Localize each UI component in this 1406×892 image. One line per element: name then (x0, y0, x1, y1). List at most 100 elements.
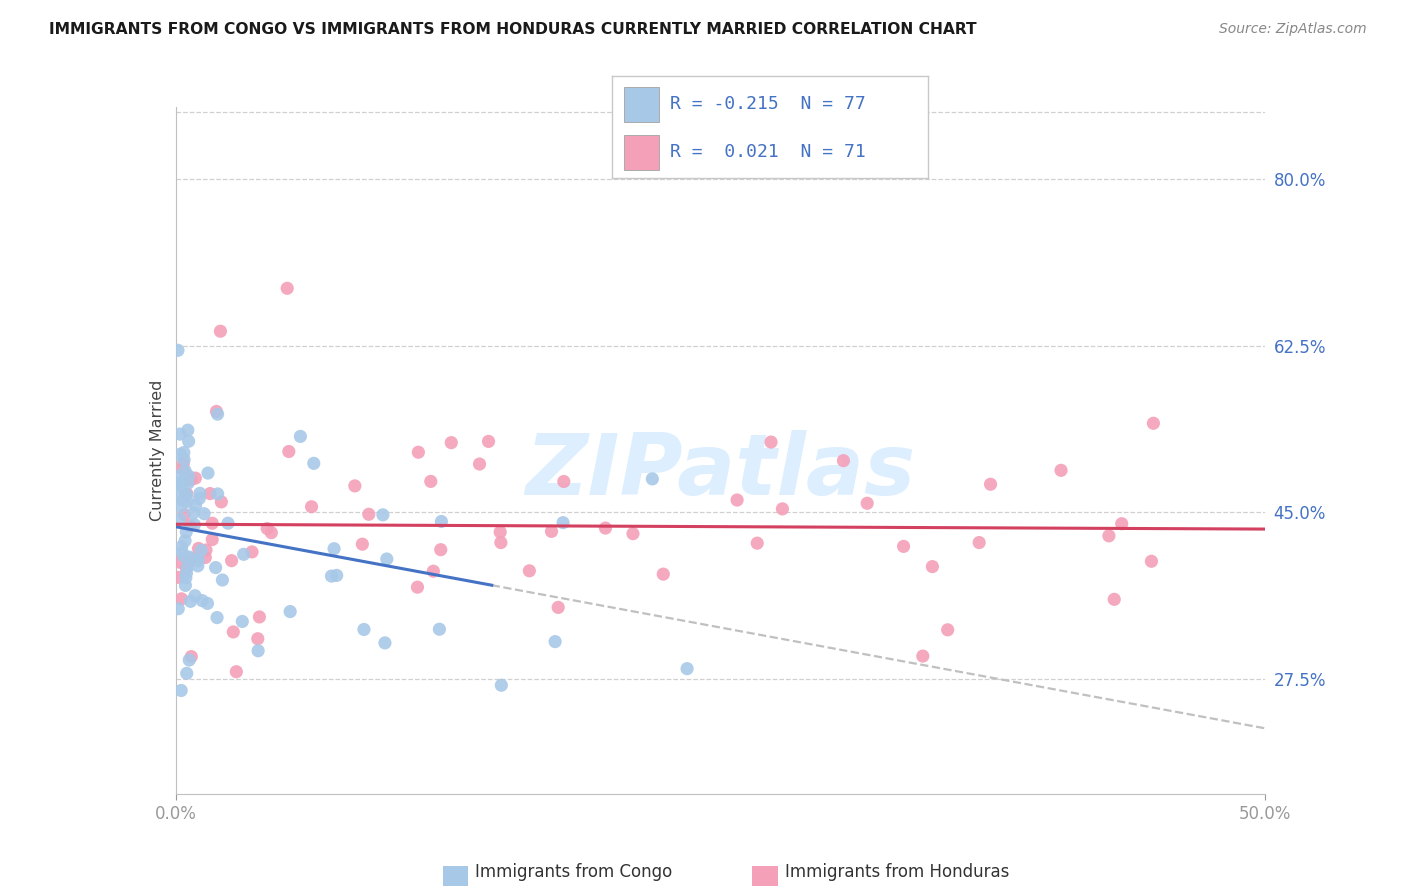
Point (551, 516, 574, 530)
Point (422, 564, 444, 578)
Point (174, 464, 197, 478)
Point (893, 540, 915, 554)
Point (856, 496, 879, 510)
Point (209, 495, 232, 509)
Point (167, 469, 190, 483)
Point (211, 573, 233, 587)
Point (290, 429, 312, 443)
Point (222, 624, 245, 639)
Point (187, 552, 209, 566)
Point (187, 554, 209, 568)
Point (641, 472, 664, 486)
Point (204, 560, 226, 574)
Point (276, 281, 298, 295)
Point (980, 477, 1002, 491)
Point (260, 525, 283, 540)
Text: IMMIGRANTS FROM CONGO VS IMMIGRANTS FROM HONDURAS CURRENTLY MARRIED CORRELATION : IMMIGRANTS FROM CONGO VS IMMIGRANTS FROM… (49, 22, 977, 37)
Point (323, 541, 346, 556)
Point (205, 610, 228, 624)
Point (191, 593, 214, 607)
Point (172, 462, 194, 476)
Point (357, 508, 380, 522)
Point (176, 494, 198, 508)
Point (247, 644, 270, 658)
Point (167, 487, 190, 501)
Point (967, 535, 990, 549)
Point (174, 487, 197, 501)
Point (173, 549, 195, 564)
Point (595, 521, 617, 535)
Point (177, 423, 200, 437)
Point (184, 589, 207, 603)
Point (759, 435, 782, 450)
Point (1142, 417, 1164, 431)
Point (194, 550, 217, 565)
Point (198, 486, 221, 500)
Point (195, 543, 218, 558)
Point (374, 636, 396, 650)
Point (188, 491, 211, 506)
Point (184, 498, 207, 512)
Point (301, 500, 323, 514)
Point (343, 479, 366, 493)
Point (770, 501, 793, 516)
Point (170, 500, 193, 514)
Point (169, 447, 191, 461)
Point (176, 566, 198, 580)
Point (180, 649, 202, 664)
Point (188, 486, 211, 500)
Point (921, 559, 943, 574)
Point (197, 596, 219, 610)
Point (169, 555, 191, 569)
Point (225, 665, 247, 679)
Point (180, 552, 202, 566)
Point (180, 594, 202, 608)
Point (170, 591, 193, 606)
Point (1111, 516, 1133, 531)
Point (174, 524, 197, 539)
Point (177, 434, 200, 449)
FancyBboxPatch shape (624, 136, 659, 170)
Point (176, 487, 198, 501)
Point (277, 444, 299, 458)
Point (179, 653, 201, 667)
Point (246, 632, 269, 646)
Point (183, 517, 205, 532)
Point (547, 600, 569, 615)
Point (167, 601, 190, 615)
Point (190, 543, 212, 558)
Point (201, 516, 224, 531)
Point (371, 508, 394, 522)
Point (173, 474, 195, 488)
Point (172, 493, 194, 508)
Point (1098, 529, 1121, 543)
Point (621, 526, 644, 541)
Point (221, 554, 243, 568)
Point (652, 567, 675, 582)
Point (173, 445, 195, 459)
Point (256, 522, 278, 536)
Point (179, 518, 201, 533)
Point (176, 666, 198, 681)
Point (179, 550, 201, 565)
Point (408, 445, 430, 459)
Point (173, 508, 195, 522)
Point (193, 507, 215, 521)
Point (209, 324, 232, 338)
Point (181, 506, 204, 520)
Point (207, 487, 229, 501)
Y-axis label: Currently Married: Currently Married (149, 380, 165, 521)
Point (184, 471, 207, 485)
Point (429, 622, 451, 636)
Point (177, 469, 200, 483)
Point (174, 578, 197, 592)
Point (352, 537, 374, 551)
Text: Source: ZipAtlas.com: Source: ZipAtlas.com (1219, 22, 1367, 37)
Point (170, 683, 193, 698)
Point (169, 427, 191, 442)
Point (187, 558, 209, 573)
Point (375, 552, 398, 566)
Point (747, 536, 769, 550)
Point (217, 516, 239, 531)
Point (676, 662, 699, 676)
